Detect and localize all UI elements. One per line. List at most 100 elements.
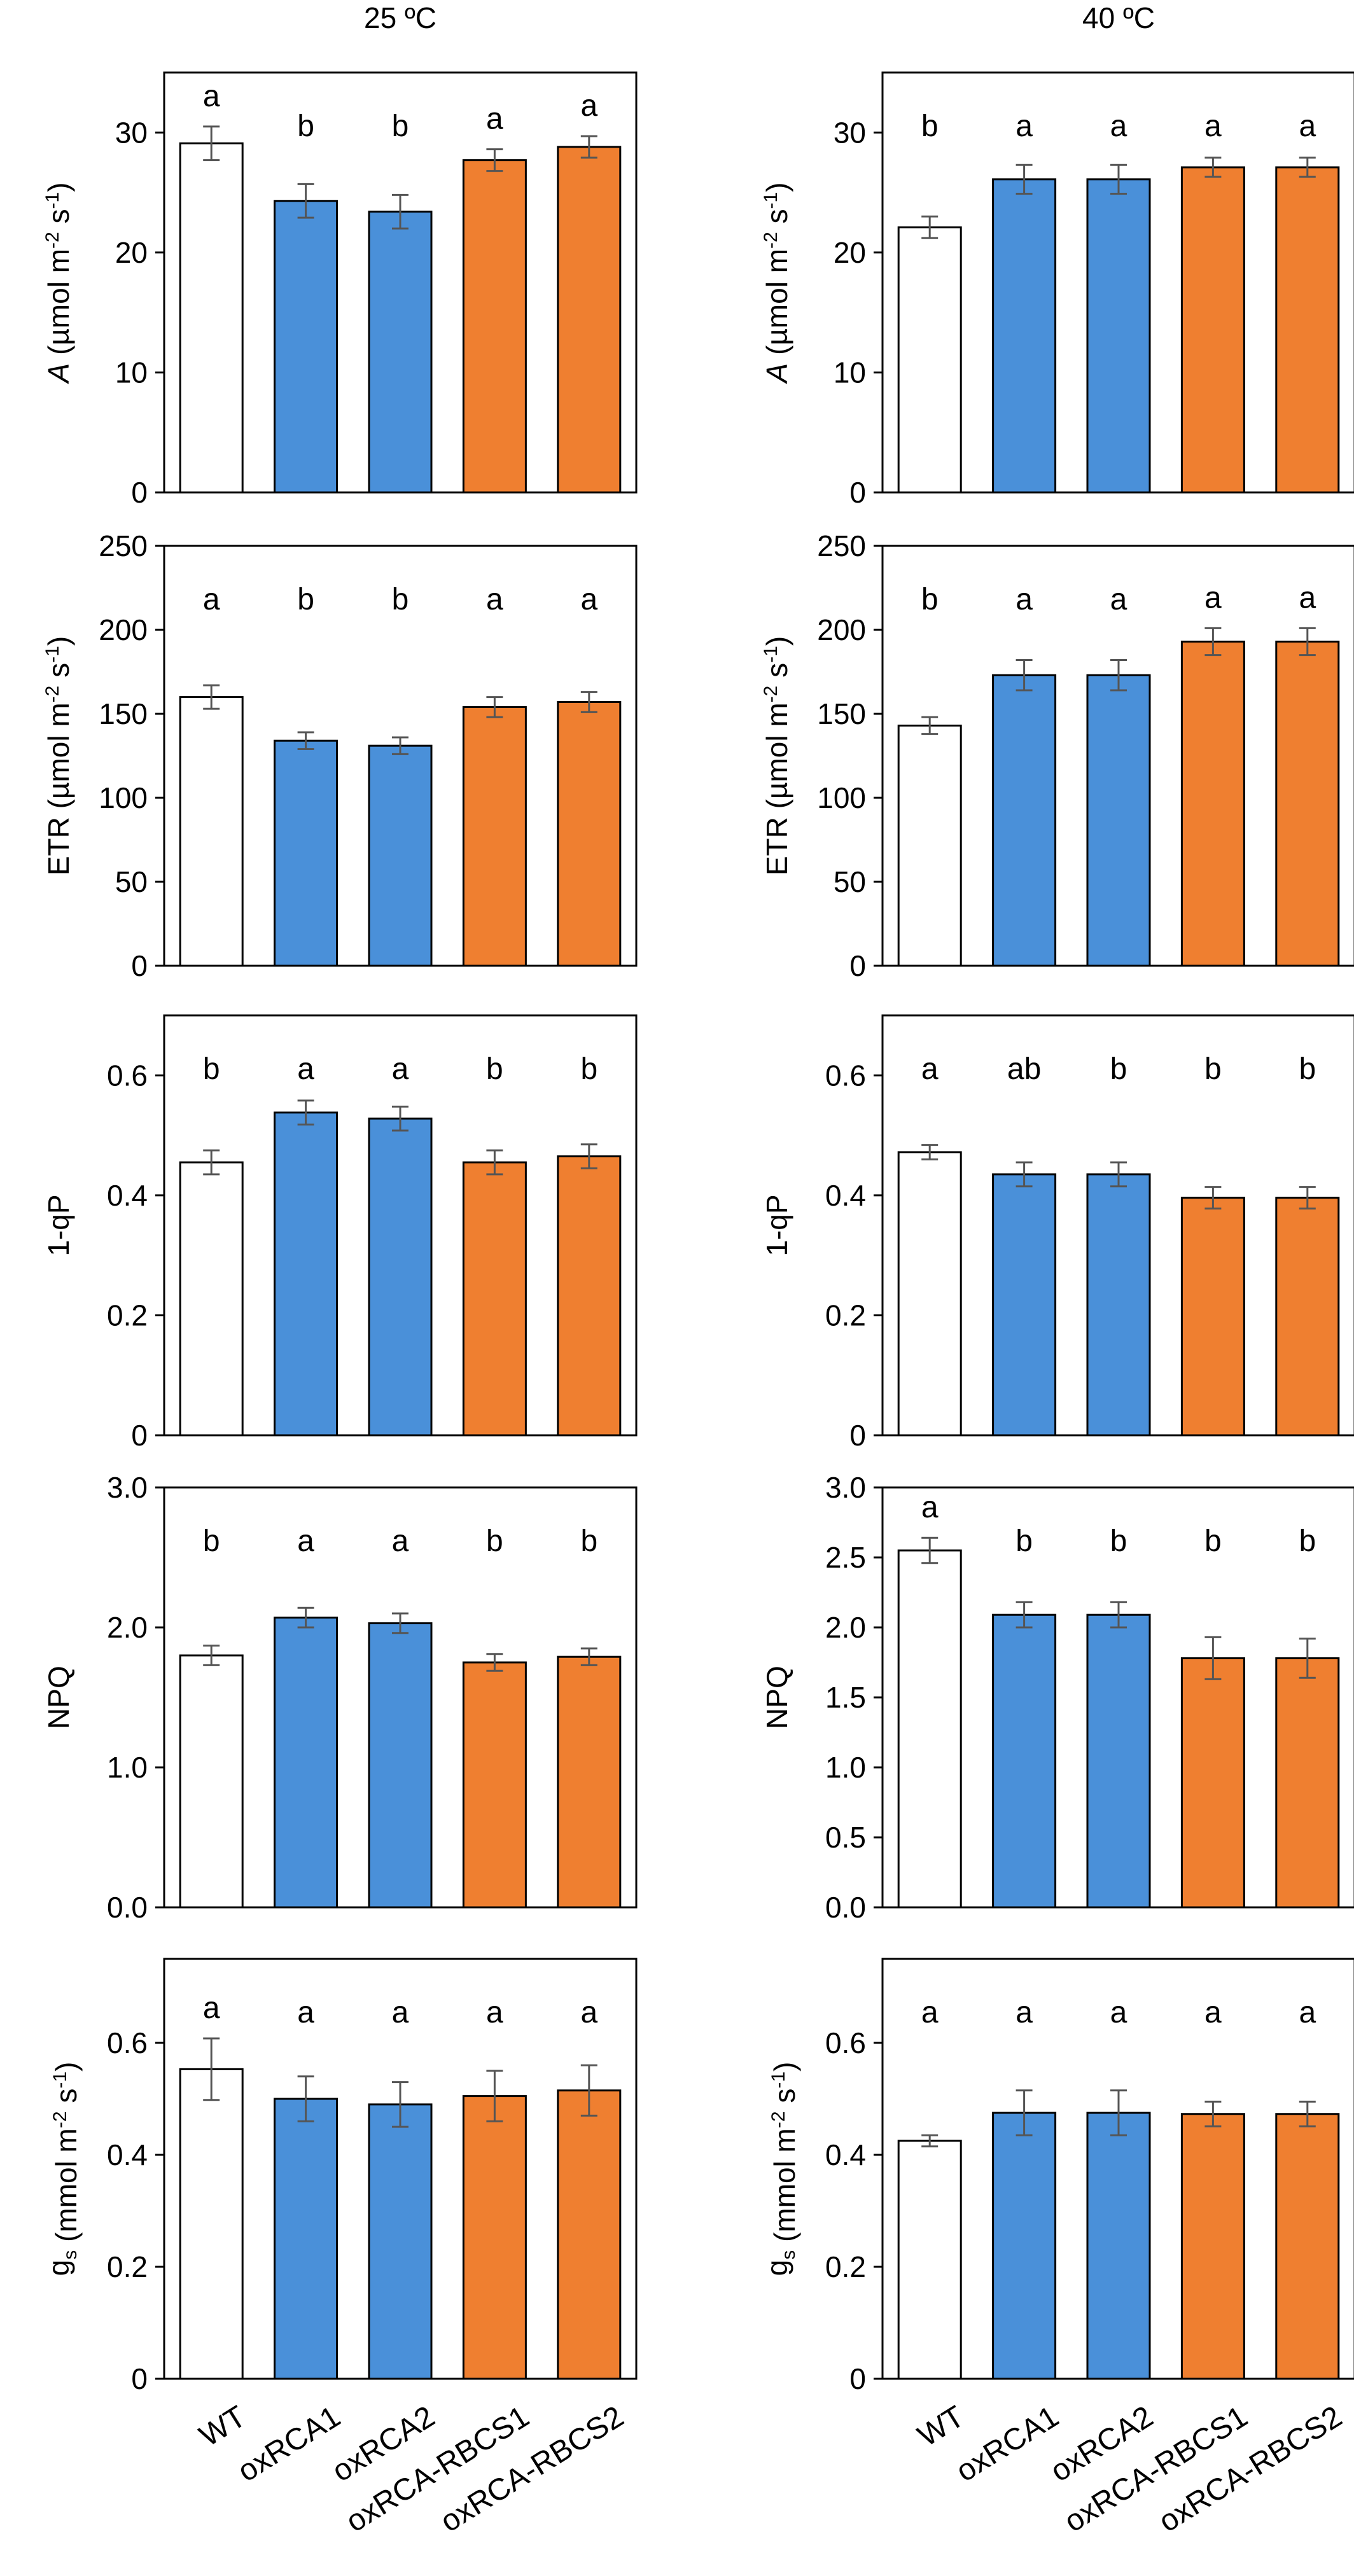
y-axis-label: 1-qP	[760, 1194, 793, 1256]
y-tick-label: 100	[817, 781, 866, 814]
significance-letter: ab	[1007, 1052, 1041, 1086]
y-axis-label: A (µmol m-2 s-1)	[760, 183, 793, 385]
y-axis-label: 1-qP	[42, 1194, 75, 1256]
y-axis-label: NPQ	[760, 1666, 793, 1729]
significance-letter: b	[486, 1524, 503, 1558]
bar-oxRCA-RBCS2	[557, 146, 622, 494]
significance-letter: b	[297, 583, 314, 616]
significance-letter: b	[203, 1052, 220, 1086]
bar-oxRCA-RBCS1	[1180, 1657, 1245, 1909]
bar-WT	[179, 142, 244, 494]
bar-oxRCA1	[274, 2098, 338, 2380]
significance-letter: a	[1110, 109, 1127, 143]
significance-letter: b	[1110, 1524, 1127, 1558]
bar-oxRCA2	[1086, 178, 1151, 494]
bar-WT	[179, 2068, 244, 2380]
y-tick-label: 2.0	[825, 1611, 866, 1644]
bar-oxRCA1	[274, 1617, 338, 1909]
bar-oxRCA2	[1086, 674, 1151, 967]
bar-WT	[179, 1161, 244, 1437]
y-axis-label: ETR (µmol m-2 s-1)	[760, 636, 793, 875]
bar-oxRCA-RBCS2	[557, 2089, 622, 2380]
bar-oxRCA1	[992, 1173, 1057, 1437]
panel-2: 0 10 20 30 A (µmol m-2 s-1) b a a a a	[760, 71, 1354, 509]
significance-letter: a	[1016, 583, 1033, 616]
significance-letter: a	[921, 1491, 939, 1524]
significance-letter: a	[1299, 109, 1316, 143]
bar-oxRCA-RBCS2	[557, 1155, 622, 1437]
y-axis-label: ETR (µmol m-2 s-1)	[42, 636, 75, 875]
y-tick-label: 3.0	[825, 1471, 866, 1504]
bar-oxRCA1	[274, 1111, 338, 1437]
significance-letter: a	[1016, 1996, 1033, 2029]
bar-oxRCA2	[368, 211, 433, 494]
significance-letter: b	[392, 109, 409, 143]
y-tick-label: 3.0	[107, 1471, 148, 1504]
bar-oxRCA2	[368, 1622, 433, 1909]
column-title-25c: 25 ºC	[364, 1, 436, 34]
bar-oxRCA2	[368, 1117, 433, 1437]
y-tick-label: 10	[834, 356, 866, 389]
significance-letter: a	[297, 1524, 314, 1558]
bar-oxRCA-RBCS1	[1180, 1197, 1245, 1437]
y-tick-label: 0.4	[107, 2138, 148, 2171]
panel-6: 0 0.2 0.4 0.6 1-qP a ab b b b	[760, 1014, 1354, 1452]
bar-oxRCA2	[368, 2103, 433, 2380]
significance-letter: a	[1110, 1996, 1127, 2029]
significance-letter: a	[392, 1524, 409, 1558]
bar-oxRCA-RBCS1	[462, 159, 527, 494]
significance-letter: b	[921, 109, 939, 143]
significance-letter: a	[203, 1991, 220, 2025]
y-tick-label: 250	[817, 529, 866, 562]
y-tick-label: 0.5	[825, 1821, 866, 1854]
significance-letter: a	[1204, 109, 1222, 143]
bar-WT	[897, 724, 962, 967]
significance-letter: b	[1016, 1524, 1033, 1558]
y-tick-label: 0	[849, 2362, 866, 2395]
y-tick-label: 150	[99, 697, 148, 730]
bar-oxRCA-RBCS1	[462, 1161, 527, 1437]
significance-letter: b	[1299, 1524, 1316, 1558]
significance-letter: b	[203, 1524, 220, 1558]
panel-1: 0 10 20 30 A (µmol m-2 s-1) a b b a a	[42, 71, 638, 509]
y-tick-label: 20	[834, 236, 866, 269]
y-tick-label: 0	[131, 476, 148, 509]
y-tick-label: 30	[834, 116, 866, 149]
significance-letter: a	[1204, 581, 1222, 615]
y-tick-label: 30	[115, 116, 148, 149]
y-tick-label: 0	[131, 1419, 148, 1452]
panel-7: 0.0 1.0 2.0 3.0 NPQ b a a b b	[42, 1471, 638, 1924]
bar-oxRCA-RBCS2	[1275, 640, 1340, 967]
bar-oxRCA-RBCS1	[462, 1661, 527, 1909]
bar-oxRCA-RBCS2	[1275, 2113, 1340, 2380]
panel-4: 0 50 100 150 200 250 ETR (µmol m-2 s-1) b a a a a	[760, 529, 1354, 982]
significance-letter: a	[203, 80, 220, 113]
bar-oxRCA1	[992, 1613, 1057, 1909]
bar-oxRCA-RBCS2	[557, 701, 622, 967]
bar-oxRCA2	[1086, 1613, 1151, 1909]
bar-oxRCA-RBCS1	[462, 706, 527, 967]
significance-letter: a	[1204, 1996, 1222, 2029]
bar-WT	[179, 696, 244, 967]
y-tick-label: 250	[99, 529, 148, 562]
significance-letter: b	[1110, 1052, 1127, 1086]
bar-WT	[897, 2140, 962, 2380]
y-tick-label: 0.2	[825, 1298, 866, 1332]
significance-letter: a	[580, 1996, 597, 2029]
significance-letter: b	[486, 1052, 503, 1086]
y-tick-label: 0.6	[825, 2026, 866, 2059]
bar-oxRCA1	[274, 200, 338, 494]
y-tick-label: 10	[115, 356, 148, 389]
y-axis-label: gs (mmol m-2 s-1)	[42, 2062, 83, 2276]
bar-oxRCA1	[992, 178, 1057, 494]
significance-letter: b	[297, 109, 314, 143]
y-tick-label: 0	[849, 1419, 866, 1452]
significance-letter: b	[580, 1524, 597, 1558]
y-tick-label: 0.6	[825, 1059, 866, 1092]
significance-letter: a	[1299, 1996, 1316, 2029]
y-tick-label: 200	[817, 613, 866, 646]
bar-oxRCA-RBCS2	[1275, 1197, 1340, 1437]
y-tick-label: 1.0	[107, 1751, 148, 1784]
significance-letter: a	[392, 1996, 409, 2029]
significance-letter: a	[203, 583, 220, 616]
